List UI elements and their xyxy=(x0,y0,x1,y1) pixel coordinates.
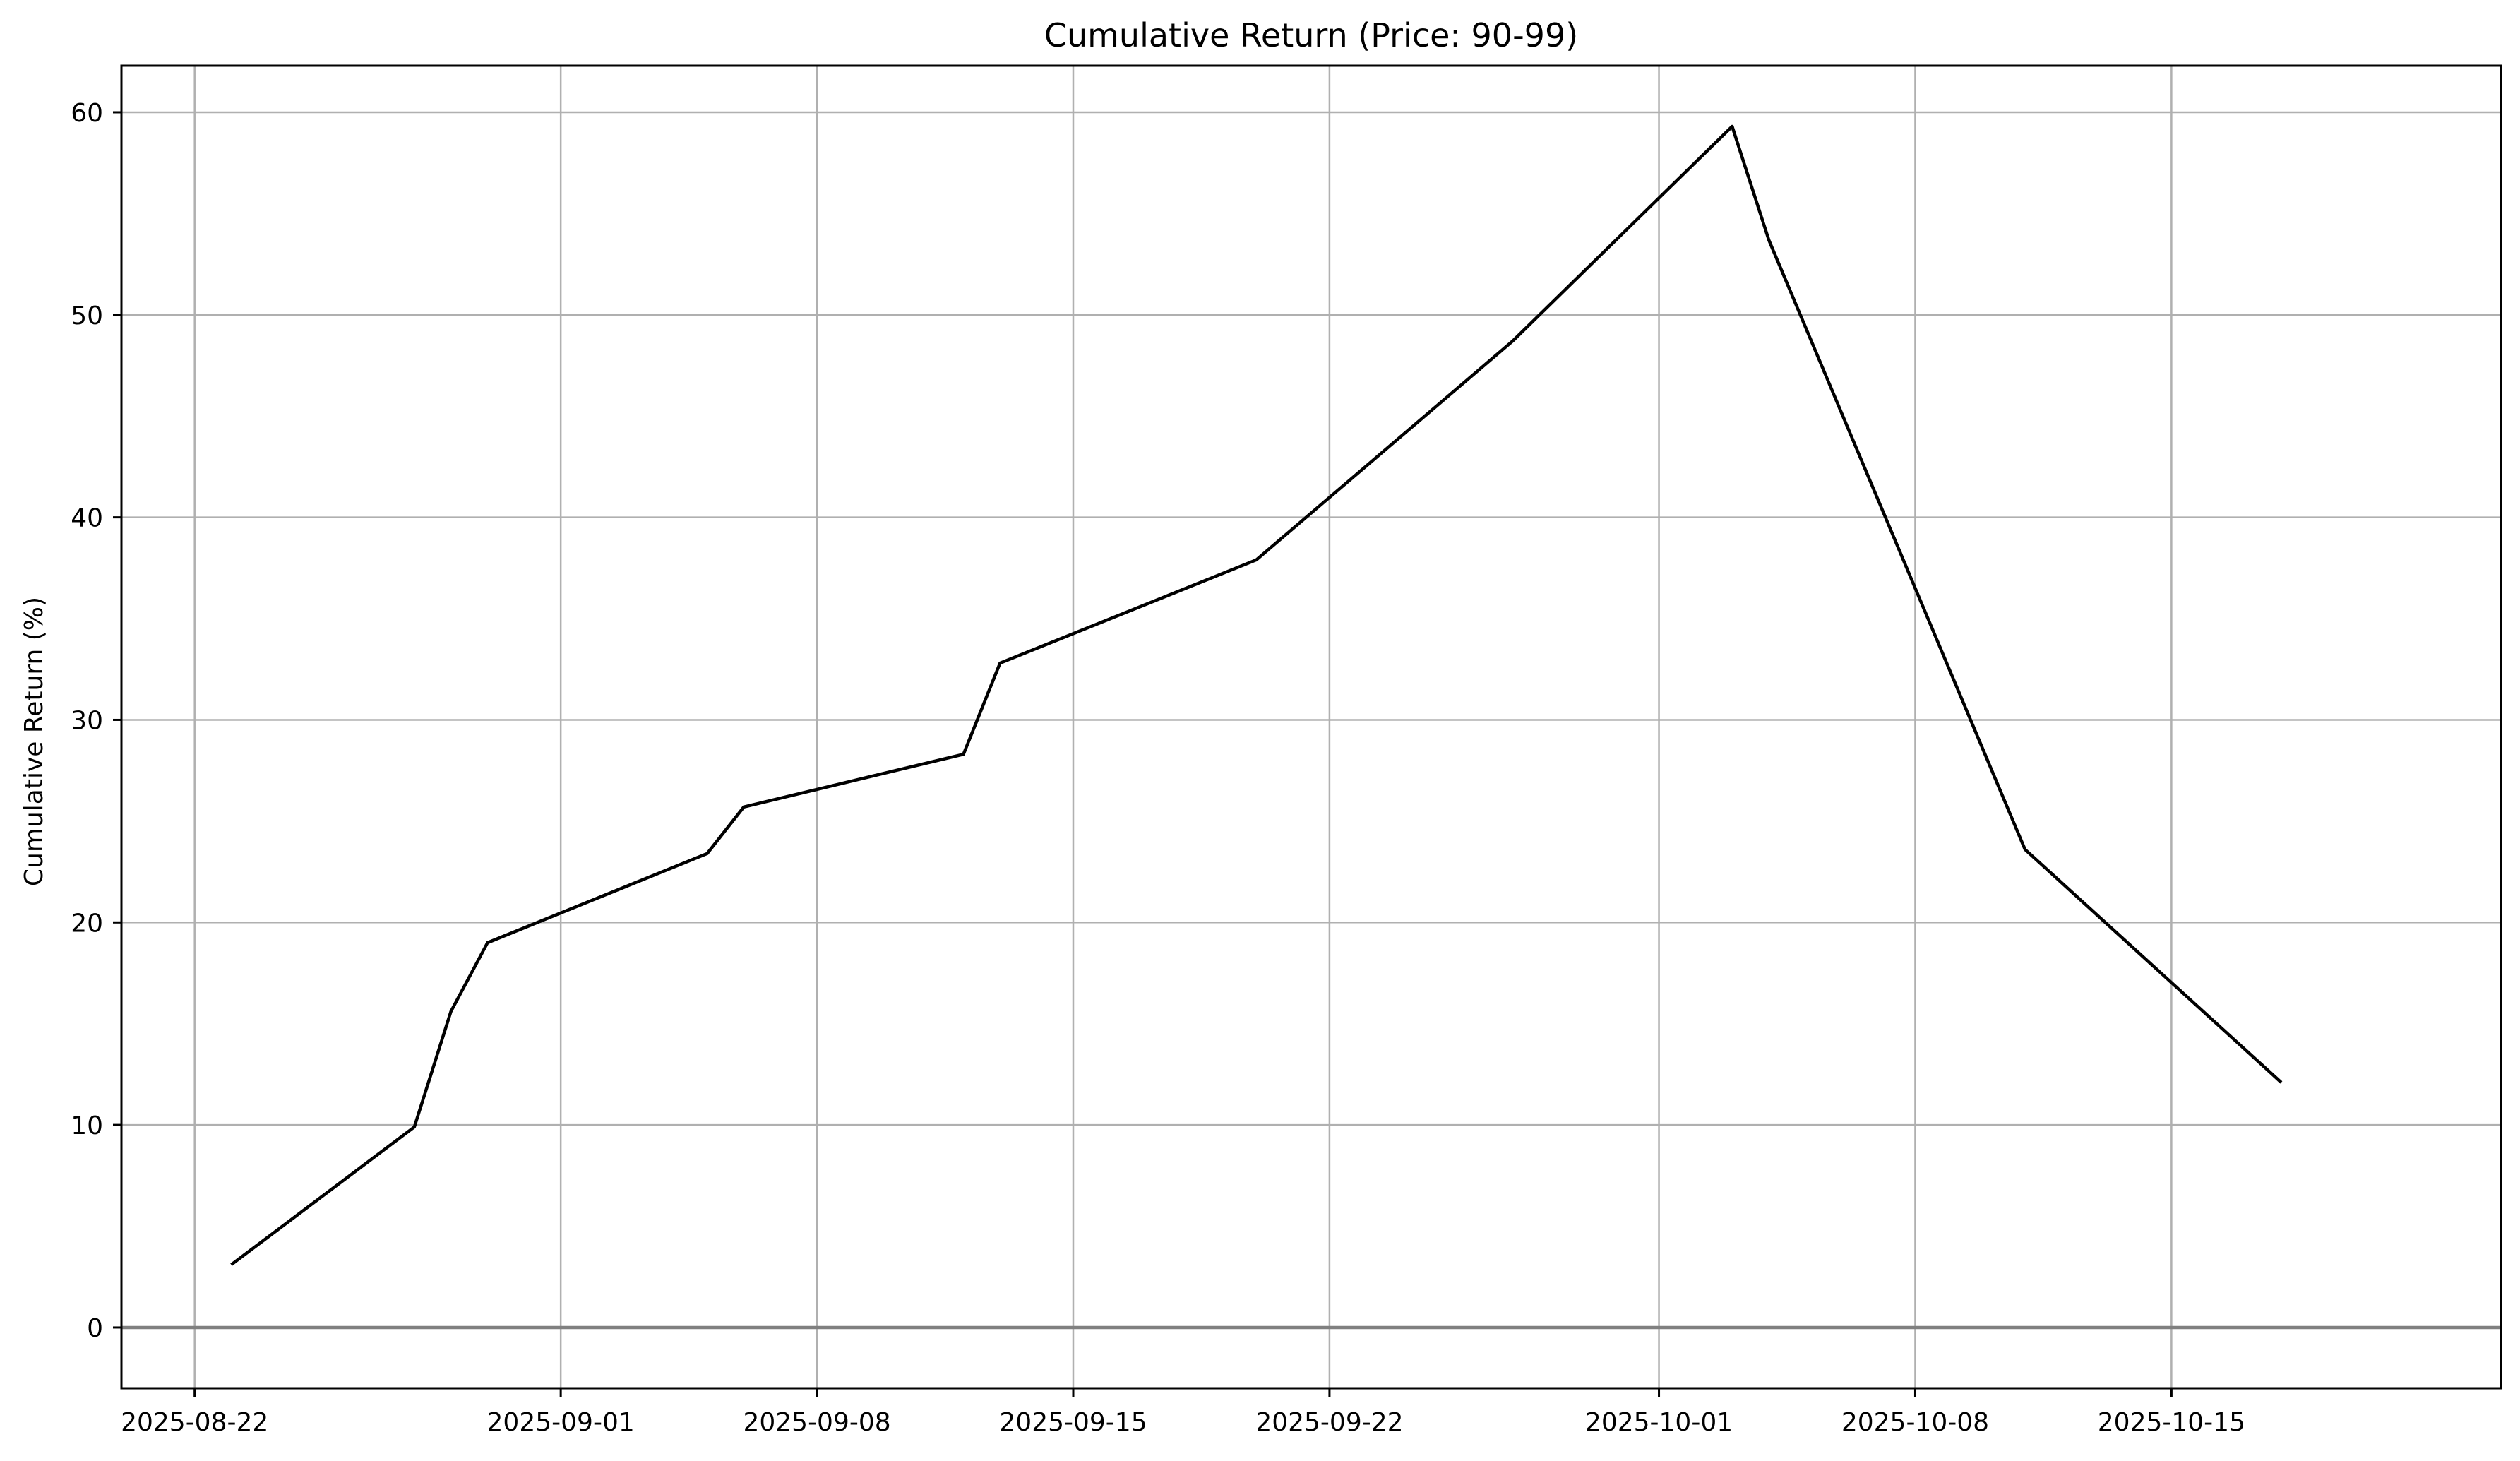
series-line-0 xyxy=(230,124,2283,1266)
plot-frame xyxy=(120,64,2502,1390)
y-axis-label: Cumulative Return (%) xyxy=(20,597,49,886)
y-tick-label: 40 xyxy=(71,504,103,533)
grid-lines xyxy=(121,66,2501,1388)
y-tick-label: 60 xyxy=(71,99,103,128)
x-tick-label: 2025-08-22 xyxy=(121,1408,268,1437)
y-tick-label: 20 xyxy=(71,909,103,938)
x-tick-label: 2025-10-01 xyxy=(1585,1408,1733,1437)
x-tick-label: 2025-09-01 xyxy=(487,1408,635,1437)
y-tick-label: 10 xyxy=(71,1111,103,1140)
y-tick-label: 0 xyxy=(87,1314,103,1343)
x-tick-label: 2025-09-22 xyxy=(1255,1408,1403,1437)
y-axis: 0 10 20 30 40 50 60 xyxy=(71,99,121,1343)
x-tick-label: 2025-09-08 xyxy=(743,1408,890,1437)
series-layer xyxy=(230,124,2283,1266)
x-tick-label: 2025-10-08 xyxy=(1841,1408,1989,1437)
y-tick-label: 50 xyxy=(71,302,103,330)
x-tick-label: 2025-10-15 xyxy=(2098,1408,2245,1437)
y-tick-label: 30 xyxy=(71,706,103,735)
chart-title: Cumulative Return (Price: 90-99) xyxy=(1044,16,1578,54)
x-axis: 2025-08-22 2025-09-01 2025-09-08 2025-09-15… xyxy=(121,1388,2245,1437)
x-tick-label: 2025-09-15 xyxy=(999,1408,1147,1437)
